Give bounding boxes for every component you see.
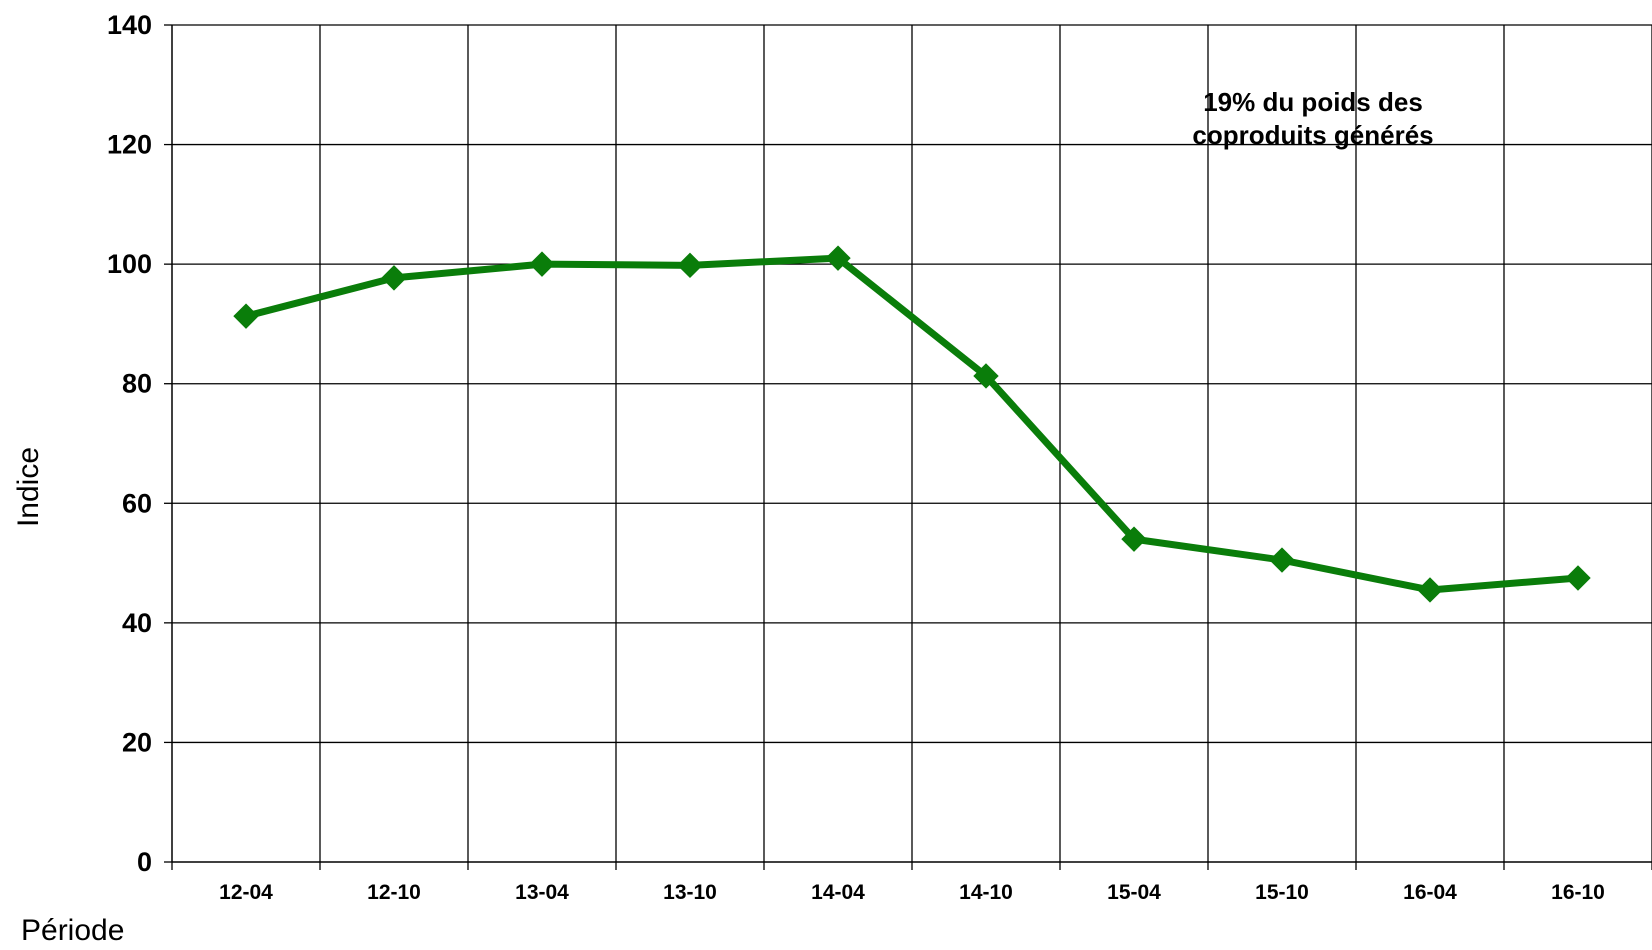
- data-point-marker: [1565, 565, 1591, 591]
- x-tick-label: 13-04: [515, 881, 569, 904]
- x-tick-label: 15-10: [1255, 881, 1309, 904]
- data-series: [242, 254, 1582, 594]
- x-tick-label: 14-04: [811, 881, 865, 904]
- y-tick-label: 100: [107, 249, 152, 279]
- y-tick-label: 60: [122, 488, 152, 518]
- y-tick-label: 140: [107, 10, 152, 40]
- series-line: [242, 254, 1582, 594]
- x-tick-label: 12-04: [219, 881, 273, 904]
- data-point-marker: [677, 252, 703, 279]
- y-tick-label: 80: [122, 369, 152, 399]
- x-axis-title: Période: [21, 914, 124, 947]
- data-point-marker: [529, 251, 555, 277]
- y-tick-label: 20: [122, 727, 152, 757]
- x-tick-label: 14-10: [959, 881, 1013, 904]
- annotation-line-1: 19% du poids des: [1203, 87, 1423, 117]
- x-tick-label: 16-04: [1403, 881, 1457, 904]
- x-tick-label: 15-04: [1107, 881, 1161, 904]
- y-axis-title: Indice: [12, 447, 45, 527]
- data-markers: [233, 245, 1591, 603]
- data-point-marker: [1269, 547, 1295, 573]
- data-point-marker: [381, 265, 407, 291]
- data-point-marker: [1121, 526, 1147, 552]
- y-tick-label: 0: [137, 847, 152, 877]
- x-axis-tick-labels: 12-04 12-10 13-04 13-10 14-04 14-10 15-04 15-10…: [219, 881, 1605, 904]
- gridlines: [172, 24, 1652, 862]
- data-point-marker: [1417, 577, 1443, 603]
- y-axis-tick-labels: 0 20 40 60 80 100 120 140: [107, 10, 152, 877]
- x-tick-label: 12-10: [367, 881, 421, 904]
- data-point-marker: [825, 245, 851, 271]
- axes: [164, 24, 1652, 870]
- y-tick-label: 120: [107, 130, 152, 160]
- data-point-marker: [973, 363, 999, 389]
- annotation-line-2: coproduits générés: [1192, 120, 1433, 150]
- x-tick-label: 13-10: [663, 881, 717, 904]
- x-tick-label: 16-10: [1551, 881, 1605, 904]
- y-tick-label: 40: [122, 608, 152, 638]
- data-point-marker: [233, 303, 259, 329]
